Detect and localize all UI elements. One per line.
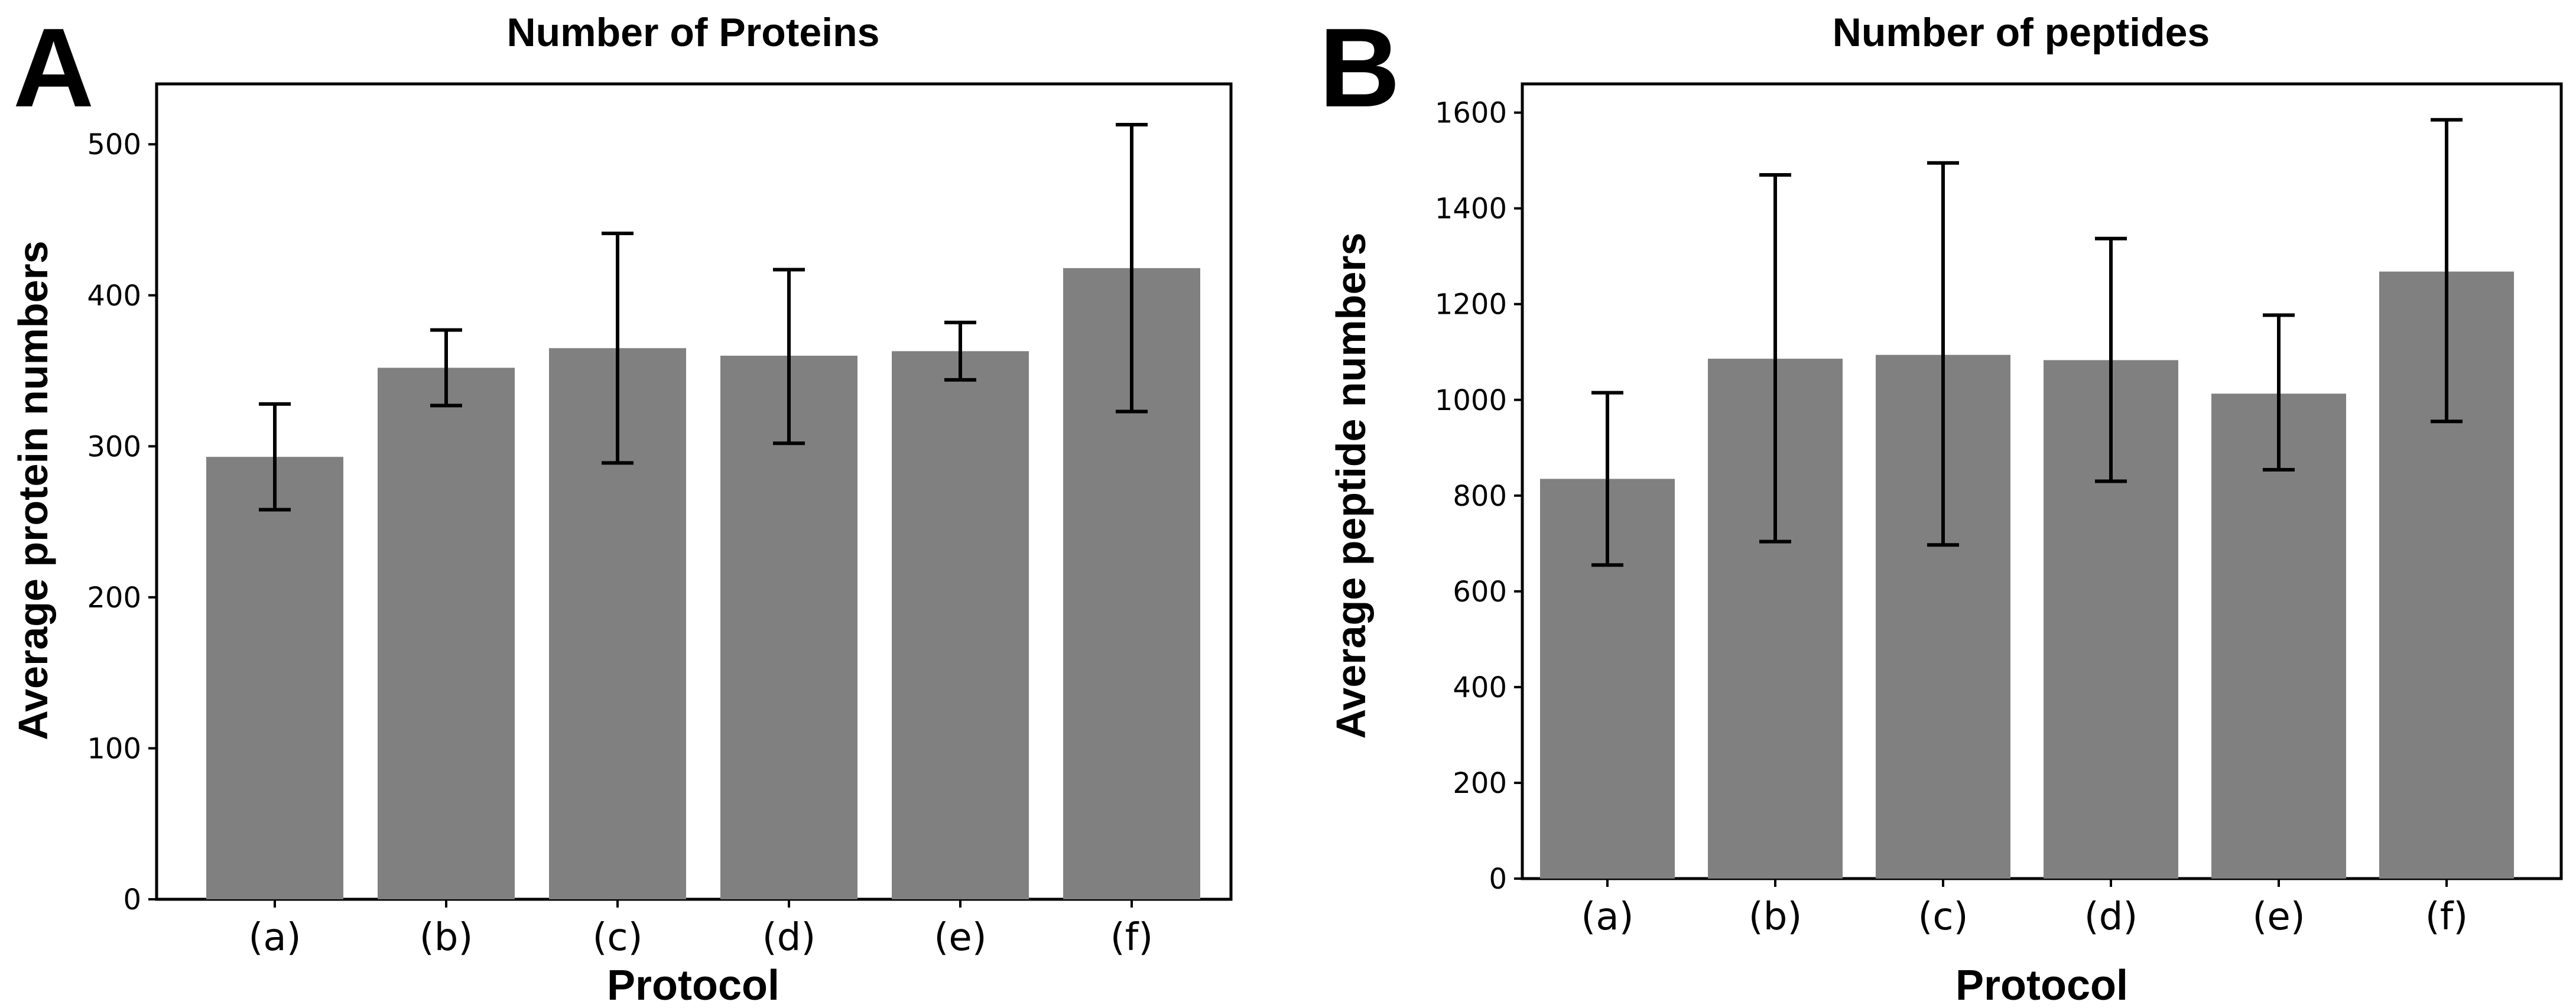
y-axis-ticks-a: 0 100 200 300 400 500 [87, 128, 157, 916]
bar-a-a [206, 457, 343, 899]
panel-a: A Number of Proteins 0 100 200 300 400 500 (a… [10, 5, 1233, 1008]
y-tick-label-a-100: 100 [87, 732, 141, 765]
x-tick-label-b-d: (d) [2084, 895, 2138, 939]
x-axis-label-b: Protocol [1955, 962, 2128, 1008]
x-tick-label-b-e: (e) [2252, 895, 2305, 939]
x-axis-label-a: Protocol [607, 962, 779, 1008]
x-tick-label-b-a: (a) [1581, 895, 1633, 939]
bars-a [206, 123, 1200, 899]
y-tick-label-a-300: 300 [87, 430, 141, 463]
x-tick-label-a-a: (a) [248, 916, 301, 960]
bar-a-e [892, 351, 1029, 899]
y-tick-label-b-200: 200 [1453, 767, 1507, 800]
y-axis-ticks-b: 0 200 400 600 800 1000 1200 1400 1600 [1435, 97, 1522, 896]
y-tick-label-b-600: 600 [1453, 575, 1507, 609]
x-tick-label-a-f: (f) [1110, 916, 1153, 960]
panel-letter-b: B [1319, 5, 1400, 131]
y-tick-label-b-1600: 1600 [1435, 97, 1507, 130]
y-tick-label-a-500: 500 [87, 128, 141, 161]
y-axis-label-a: Average protein numbers [10, 240, 56, 740]
plot-frame-b [1521, 82, 2563, 880]
panel-b: B Number of peptides 0 200 400 600 800 1000 12… [1319, 5, 2563, 1008]
chart-title-proteins: Number of Proteins [507, 10, 880, 55]
y-tick-label-a-400: 400 [87, 279, 141, 313]
x-axis-ticks-a: (a) (b) (c) (d) (e) (f) [248, 899, 1153, 960]
y-tick-label-a-200: 200 [87, 581, 141, 614]
bar-b-e [2211, 394, 2346, 879]
bar-a-b [378, 368, 515, 899]
x-axis-ticks-b: (a) (b) (c) (d) (e) (f) [1581, 879, 2468, 939]
y-tick-label-b-1000: 1000 [1435, 384, 1507, 417]
x-tick-label-a-b: (b) [420, 916, 473, 960]
y-tick-label-b-1400: 1400 [1435, 193, 1507, 226]
bar-a-d [720, 356, 857, 899]
y-tick-label-b-0: 0 [1489, 863, 1507, 896]
plot-frame-a [155, 82, 1233, 901]
x-tick-label-a-c: (c) [592, 916, 642, 960]
x-tick-label-b-c: (c) [1918, 895, 1968, 939]
y-tick-label-a-0: 0 [123, 883, 141, 916]
x-tick-label-b-b: (b) [1749, 895, 1802, 939]
x-tick-label-a-e: (e) [934, 916, 986, 960]
y-tick-label-b-800: 800 [1453, 480, 1507, 513]
x-tick-label-a-d: (d) [762, 916, 816, 960]
bars-b [1540, 118, 2514, 879]
y-tick-label-b-400: 400 [1453, 671, 1507, 704]
chart-title-peptides: Number of peptides [1833, 10, 2210, 55]
x-tick-label-b-f: (f) [2425, 895, 2468, 939]
y-tick-label-b-1200: 1200 [1435, 288, 1507, 321]
y-axis-label-b: Average peptide numbers [1328, 232, 1374, 739]
panel-letter-a: A [13, 5, 94, 131]
